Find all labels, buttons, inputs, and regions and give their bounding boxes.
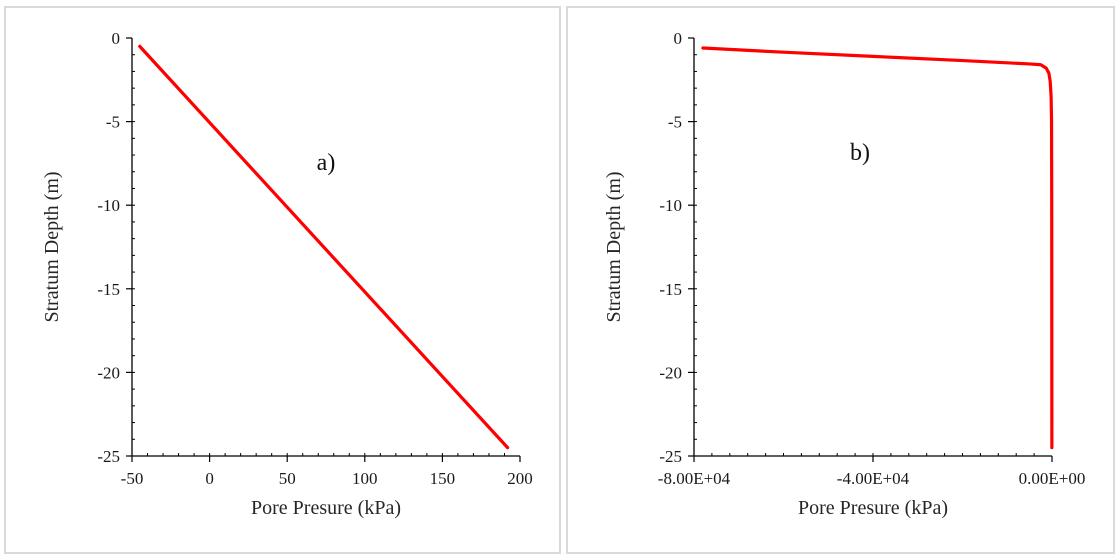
panel-annotation: b) (850, 140, 870, 166)
x-tick-label: 0.00E+00 (1019, 469, 1086, 488)
y-tick-label: -5 (106, 113, 120, 132)
y-tick-label: -15 (659, 280, 682, 299)
x-tick-label: -4.00E+04 (837, 469, 910, 488)
y-tick-label: -25 (659, 447, 682, 466)
series-line (138, 44, 510, 450)
x-tick-label: 150 (430, 469, 456, 488)
x-tick-label: 0 (205, 469, 214, 488)
x-tick-label: -50 (121, 469, 144, 488)
y-tick-label: -25 (97, 447, 120, 466)
chart-panel-b: -8.00E+04 -4.00E+04 0.00E+00 0 -5 -10 -15 -20 -2… (566, 6, 1115, 554)
panel-annotation: a) (317, 150, 336, 176)
y-tick-label: -20 (659, 363, 682, 382)
x-tick-label: -8.00E+04 (658, 469, 731, 488)
y-axis-title: Stratum Depth (m) (41, 171, 63, 322)
x-axis-title: Pore Presure (kPa) (798, 497, 948, 519)
series-line (701, 46, 1054, 450)
y-tick-label: 0 (674, 29, 683, 48)
y-axis-title: Stratum Depth (m) (603, 171, 625, 322)
y-tick-label: -15 (97, 280, 120, 299)
y-tick-label: -5 (668, 113, 682, 132)
y-tick-label: 0 (112, 29, 121, 48)
x-tick-label: 50 (279, 469, 296, 488)
x-tick-label: 100 (352, 469, 378, 488)
x-tick-label: 200 (507, 469, 533, 488)
chart-panel-a: -50 0 50 100 150 200 0 -5 -10 -15 -20 -25 Pore Presu… (4, 6, 561, 554)
y-tick-label: -10 (97, 196, 120, 215)
chart-a: -50 0 50 100 150 200 0 -5 -10 -15 -20 -25 Pore Presu… (41, 29, 533, 519)
x-axis-title: Pore Presure (kPa) (251, 497, 401, 519)
y-tick-label: -20 (97, 363, 120, 382)
chart-b: -8.00E+04 -4.00E+04 0.00E+00 0 -5 -10 -15 -20 -2… (603, 29, 1086, 519)
y-tick-label: -10 (659, 196, 682, 215)
